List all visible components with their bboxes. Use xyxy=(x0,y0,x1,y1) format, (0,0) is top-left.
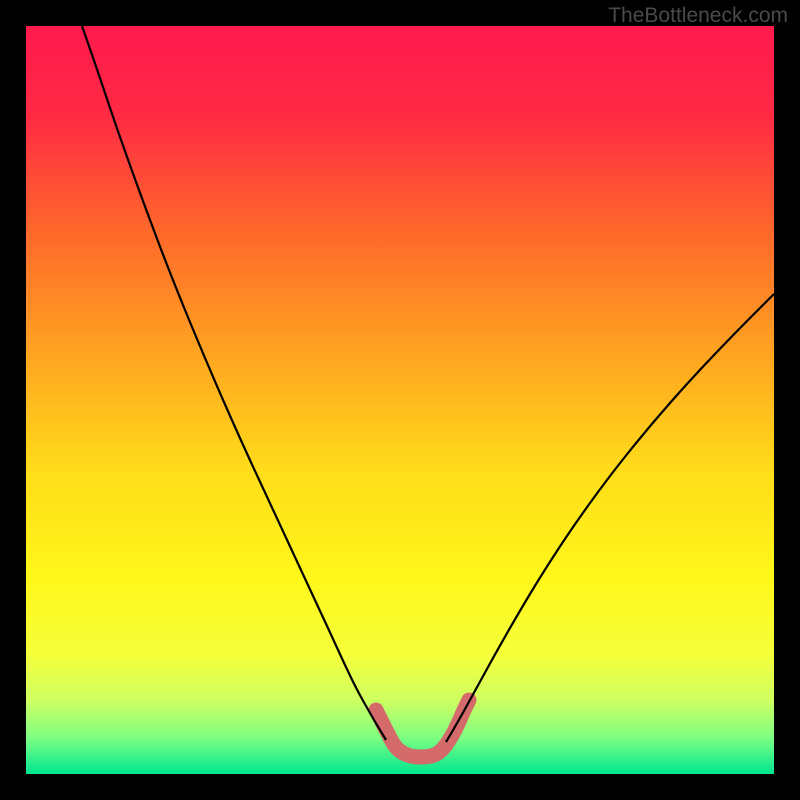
watermark-text: TheBottleneck.com xyxy=(608,4,788,28)
left-curve xyxy=(82,26,386,740)
curve-layer xyxy=(26,26,774,774)
right-curve xyxy=(446,294,774,742)
plot-area xyxy=(26,26,774,774)
